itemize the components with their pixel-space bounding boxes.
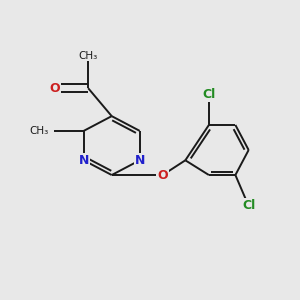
- Text: Cl: Cl: [242, 200, 255, 212]
- Text: CH₃: CH₃: [79, 51, 98, 61]
- Text: O: O: [157, 169, 168, 182]
- Text: CH₃: CH₃: [29, 126, 48, 136]
- Text: N: N: [134, 154, 145, 167]
- Text: Cl: Cl: [202, 88, 215, 100]
- Text: O: O: [49, 82, 60, 95]
- Text: N: N: [79, 154, 89, 167]
